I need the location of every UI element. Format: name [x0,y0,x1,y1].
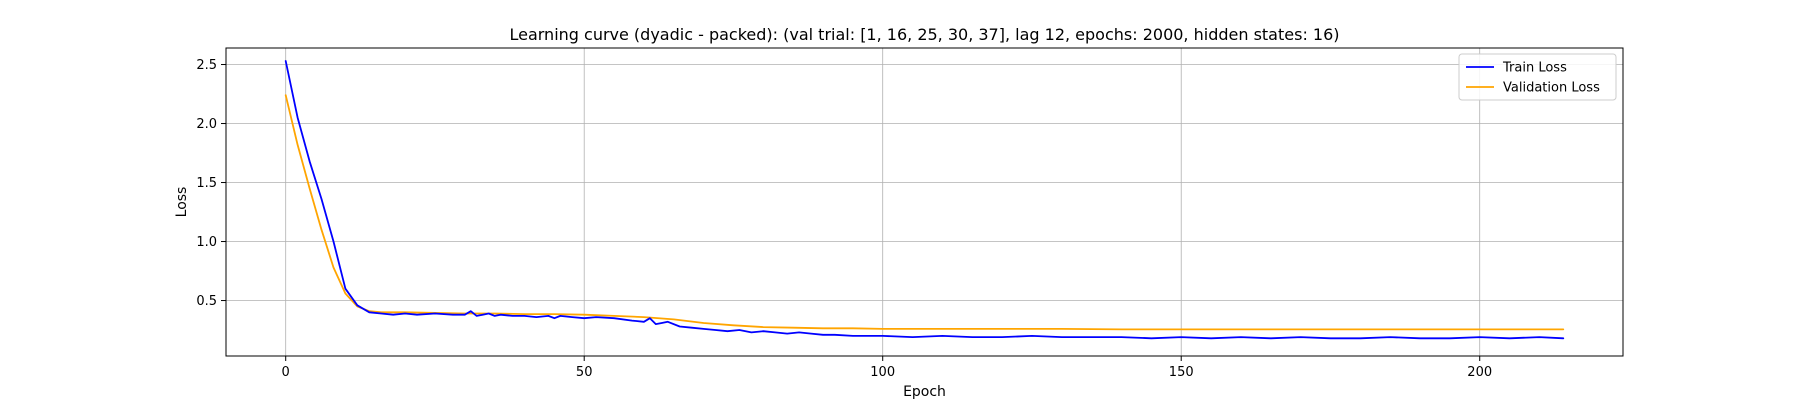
grid [226,48,1623,356]
x-axis-label: Epoch [903,384,946,400]
y-tick-label: 2.0 [196,117,217,132]
y-tick-label: 1.5 [196,176,217,191]
y-tick-label: 0.5 [196,294,217,309]
chart-title: Learning curve (dyadic - packed): (val t… [509,25,1339,44]
legend: Train Loss Validation Loss [1458,53,1617,101]
plot-frame [225,47,1624,357]
x-tick-label: 50 [576,365,593,380]
legend-label: Train Loss [1502,61,1567,76]
series-line-train-loss [284,60,1565,340]
x-tick-label: 200 [1467,365,1492,380]
y-tick-label: 1.0 [196,235,217,250]
y-tick-label: 2.5 [196,58,217,73]
legend-label: Validation Loss [1503,81,1600,96]
legend-box [1458,53,1617,101]
y-axis-label: Loss [174,187,190,218]
plot-lines [284,60,1565,340]
axis-ticks: 0 50 100 150 200 0.5 1.0 1.5 2.0 2.5 [196,58,1492,380]
x-tick-label: 0 [282,365,290,380]
x-tick-label: 150 [1169,365,1194,380]
x-tick-label: 100 [870,365,895,380]
